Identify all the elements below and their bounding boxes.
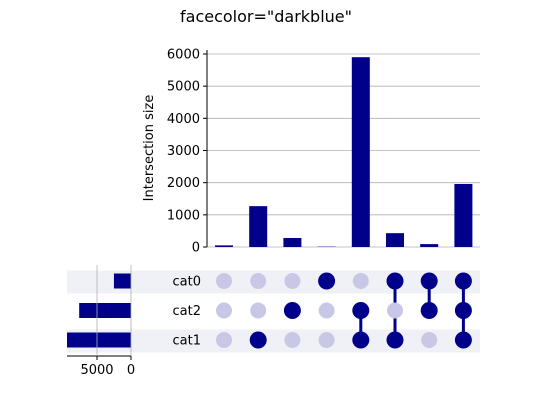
set-size-bar-cat2 — [79, 303, 131, 318]
y-axis: 0 1000 2000 3000 4000 5000 6000 — [167, 48, 208, 256]
y-tick-label-5000: 5000 — [167, 80, 200, 95]
matrix-dot-6-cat2 — [420, 302, 438, 319]
y-axis-label: Intersection size — [142, 95, 157, 202]
matrix-dot-4-cat0 — [352, 273, 369, 289]
matrix-dot-7-cat1 — [454, 331, 472, 349]
set-label-cat2: cat2 — [173, 304, 201, 319]
matrix-dot-5-cat1 — [386, 331, 404, 349]
y-tick-label-0: 0 — [192, 241, 200, 256]
row-band-cat1 — [67, 329, 480, 353]
set-size-tick-label-5000: 5000 — [80, 363, 113, 378]
intersection-bar-0 — [215, 245, 233, 247]
matrix-dot-6-cat1 — [421, 332, 438, 348]
intersection-matrix — [216, 272, 472, 349]
set-size-chart: 5000 0 — [67, 265, 135, 378]
matrix-dot-3-cat1 — [318, 332, 335, 348]
matrix-dot-1-cat2 — [250, 302, 267, 319]
intersection-bar-6 — [420, 244, 439, 247]
matrix-dot-0-cat2 — [216, 302, 232, 319]
matrix-dot-0-cat0 — [216, 273, 232, 289]
intersection-bars — [215, 57, 473, 247]
matrix-row-bands — [67, 270, 480, 353]
set-labels: cat0 cat2 cat1 — [173, 275, 201, 349]
row-band-cat0 — [67, 270, 480, 294]
matrix-dot-2-cat0 — [284, 273, 301, 289]
matrix-dot-2-cat2 — [283, 302, 301, 319]
y-tick-label-3000: 3000 — [167, 144, 200, 159]
set-label-cat0: cat0 — [173, 275, 201, 290]
matrix-dot-5-cat0 — [386, 272, 404, 290]
matrix-dot-3-cat0 — [318, 272, 336, 290]
matrix-dot-6-cat0 — [420, 272, 438, 290]
intersection-bar-1 — [249, 206, 268, 247]
set-size-bar-cat0 — [113, 273, 131, 289]
set-label-cat1: cat1 — [173, 334, 201, 349]
intersection-bar-7 — [454, 183, 473, 247]
matrix-dot-0-cat1 — [216, 332, 232, 348]
matrix-dot-7-cat2 — [454, 302, 472, 319]
matrix-dot-2-cat1 — [284, 332, 301, 348]
y-tick-label-4000: 4000 — [167, 112, 200, 127]
y-tick-label-1000: 1000 — [167, 208, 200, 223]
y-tick-label-2000: 2000 — [167, 176, 200, 191]
set-size-tick-label-0: 0 — [127, 363, 135, 378]
set-size-bar-cat1 — [67, 332, 131, 348]
matrix-dot-5-cat2 — [387, 302, 403, 319]
matrix-dot-4-cat2 — [352, 302, 370, 319]
intersection-bar-5 — [386, 233, 404, 247]
matrix-dot-1-cat1 — [249, 331, 267, 349]
chart-title: facecolor="darkblue" — [180, 7, 352, 26]
intersection-bar-4 — [351, 57, 370, 247]
y-tick-label-6000: 6000 — [167, 48, 200, 63]
y-gridlines — [207, 53, 480, 248]
matrix-dot-3-cat2 — [318, 302, 335, 319]
matrix-dot-7-cat0 — [454, 272, 472, 290]
matrix-dot-1-cat0 — [250, 273, 267, 289]
intersection-bar-2 — [283, 237, 302, 247]
matrix-dot-4-cat1 — [352, 331, 370, 349]
